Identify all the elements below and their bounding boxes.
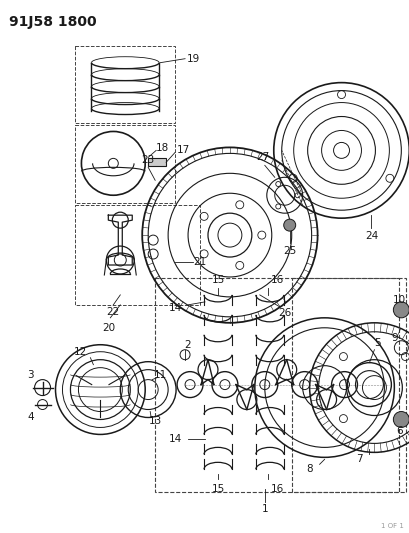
Text: 12: 12 <box>74 346 87 357</box>
Text: 23: 23 <box>141 155 155 165</box>
Text: 8: 8 <box>306 464 312 474</box>
Text: 14: 14 <box>168 434 181 445</box>
Text: 18: 18 <box>155 143 169 154</box>
Text: 27: 27 <box>256 152 269 163</box>
Text: 91J58 1800: 91J58 1800 <box>9 15 96 29</box>
Text: 16: 16 <box>270 484 284 494</box>
Text: 10: 10 <box>392 295 405 305</box>
Circle shape <box>392 302 408 318</box>
Text: 9: 9 <box>390 333 397 343</box>
Bar <box>75 205 200 305</box>
Text: 11: 11 <box>153 369 166 379</box>
Text: 25: 25 <box>282 246 296 256</box>
Circle shape <box>392 411 408 427</box>
Text: 7: 7 <box>355 454 362 464</box>
Text: 20: 20 <box>101 323 115 333</box>
Text: 1: 1 <box>261 504 267 514</box>
Bar <box>148 158 166 166</box>
Text: 19: 19 <box>186 54 199 64</box>
Text: 17: 17 <box>176 146 189 156</box>
Text: 14: 14 <box>168 303 181 313</box>
Text: 4: 4 <box>27 413 34 423</box>
Bar <box>291 278 405 492</box>
Bar <box>155 278 398 492</box>
Text: 15: 15 <box>211 484 224 494</box>
Text: 26: 26 <box>277 308 291 318</box>
Text: 24: 24 <box>364 231 377 241</box>
Text: 3: 3 <box>27 369 34 379</box>
Circle shape <box>283 219 295 231</box>
Text: 2: 2 <box>184 340 191 350</box>
Text: 13: 13 <box>148 416 162 426</box>
Text: 16: 16 <box>270 275 284 285</box>
Text: 22: 22 <box>106 307 120 317</box>
Bar <box>75 125 175 203</box>
Bar <box>75 46 175 124</box>
Text: 15: 15 <box>211 275 224 285</box>
Text: 6: 6 <box>395 426 402 437</box>
Text: 21: 21 <box>193 257 206 267</box>
Text: 5: 5 <box>373 338 380 348</box>
Text: 1 OF 1: 1 OF 1 <box>380 523 403 529</box>
